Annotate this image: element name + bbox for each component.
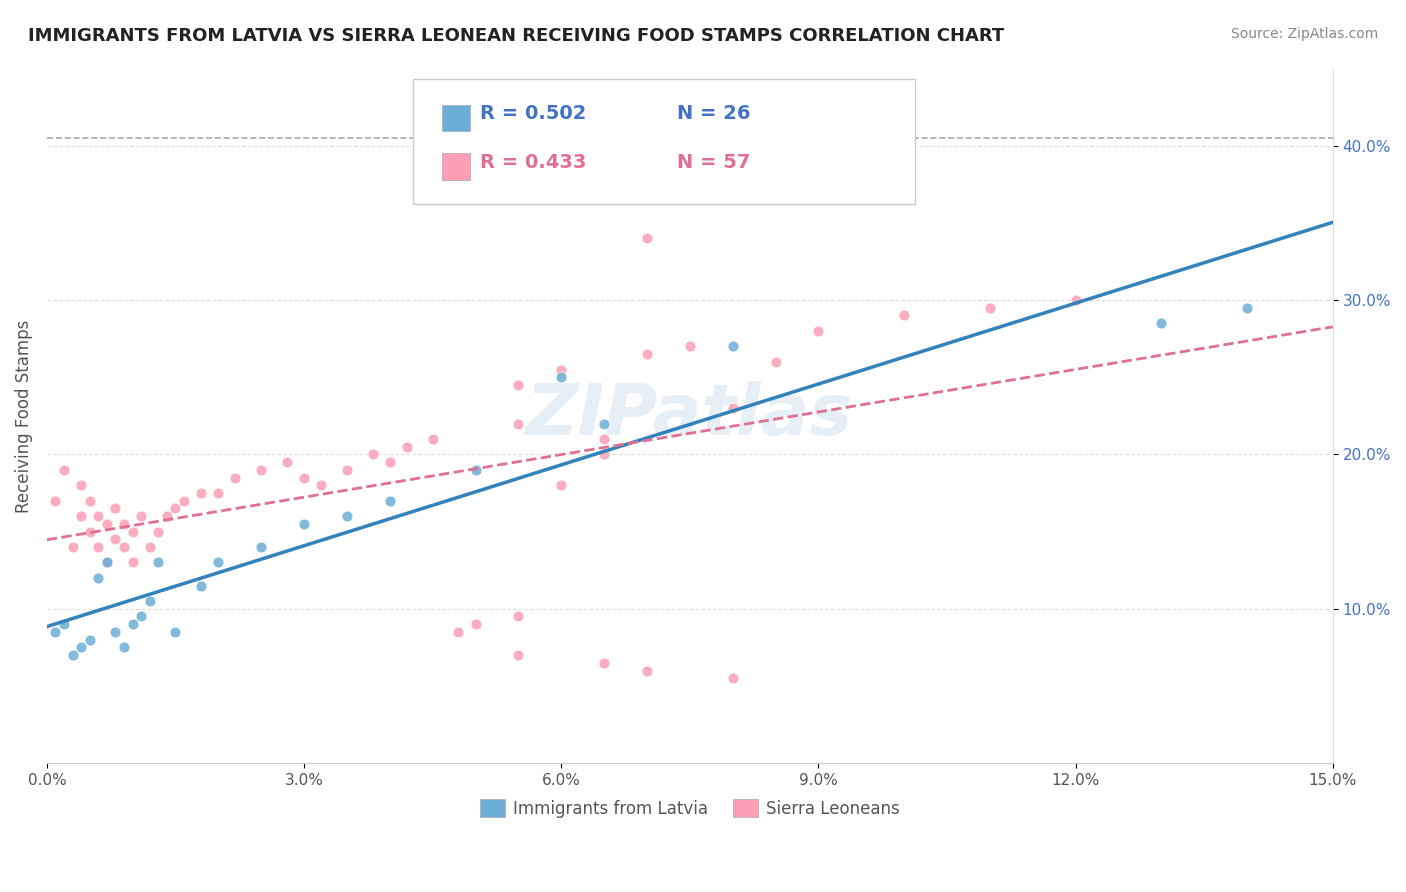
Point — [207, 486, 229, 500]
Point — [336, 463, 359, 477]
Point — [508, 417, 530, 431]
Point — [112, 640, 135, 655]
Point — [309, 478, 332, 492]
Point — [129, 609, 152, 624]
Point — [70, 509, 93, 524]
Point — [250, 463, 273, 477]
Point — [593, 432, 616, 446]
Point — [87, 571, 110, 585]
Point — [62, 648, 84, 662]
Point — [173, 493, 195, 508]
Point — [87, 509, 110, 524]
Point — [165, 624, 187, 639]
Point — [207, 556, 229, 570]
Point — [70, 640, 93, 655]
Point — [148, 556, 170, 570]
Point — [336, 509, 359, 524]
Text: R = 0.433: R = 0.433 — [481, 153, 586, 172]
Point — [422, 432, 444, 446]
Point — [508, 609, 530, 624]
Point — [679, 339, 702, 353]
Point — [104, 501, 127, 516]
Point — [121, 524, 143, 539]
Point — [190, 486, 212, 500]
Point — [721, 339, 744, 353]
Point — [550, 478, 572, 492]
Point — [96, 516, 118, 531]
Point — [53, 463, 76, 477]
Point — [636, 347, 658, 361]
Point — [636, 664, 658, 678]
Point — [79, 632, 101, 647]
Point — [87, 540, 110, 554]
Point — [292, 516, 315, 531]
Bar — [441, 153, 470, 179]
Point — [1064, 293, 1087, 307]
Point — [139, 594, 162, 608]
Text: ZIPatlas: ZIPatlas — [526, 381, 853, 450]
Point — [276, 455, 298, 469]
Text: R = 0.502: R = 0.502 — [481, 104, 586, 123]
Text: N = 26: N = 26 — [676, 104, 751, 123]
Point — [550, 362, 572, 376]
Point — [44, 624, 66, 639]
Point — [464, 463, 486, 477]
Point — [104, 624, 127, 639]
Point — [139, 540, 162, 554]
Point — [79, 524, 101, 539]
Text: IMMIGRANTS FROM LATVIA VS SIERRA LEONEAN RECEIVING FOOD STAMPS CORRELATION CHART: IMMIGRANTS FROM LATVIA VS SIERRA LEONEAN… — [28, 27, 1004, 45]
Y-axis label: Receiving Food Stamps: Receiving Food Stamps — [15, 319, 32, 513]
Point — [593, 447, 616, 461]
Point — [148, 524, 170, 539]
Point — [636, 231, 658, 245]
Point — [508, 648, 530, 662]
Point — [550, 370, 572, 384]
Point — [1236, 301, 1258, 315]
Point — [224, 470, 246, 484]
Text: N = 57: N = 57 — [676, 153, 751, 172]
Point — [593, 417, 616, 431]
Point — [1150, 316, 1173, 330]
Point — [70, 478, 93, 492]
Legend: Immigrants from Latvia, Sierra Leoneans: Immigrants from Latvia, Sierra Leoneans — [472, 793, 907, 824]
Point — [121, 556, 143, 570]
Point — [464, 617, 486, 632]
Point — [96, 556, 118, 570]
Point — [44, 493, 66, 508]
Point — [112, 516, 135, 531]
Point — [508, 378, 530, 392]
Point — [893, 309, 915, 323]
Point — [112, 540, 135, 554]
Point — [62, 540, 84, 554]
Point — [593, 656, 616, 670]
Point — [378, 455, 401, 469]
Point — [361, 447, 384, 461]
Point — [292, 470, 315, 484]
Point — [378, 493, 401, 508]
Point — [395, 440, 418, 454]
Point — [156, 509, 179, 524]
Point — [721, 671, 744, 685]
Point — [447, 624, 470, 639]
Point — [53, 617, 76, 632]
Point — [250, 540, 273, 554]
Point — [721, 401, 744, 416]
Bar — [441, 104, 470, 131]
Point — [79, 493, 101, 508]
Point — [104, 533, 127, 547]
Point — [979, 301, 1001, 315]
Point — [129, 509, 152, 524]
Point — [96, 556, 118, 570]
Point — [121, 617, 143, 632]
Point — [765, 355, 787, 369]
Point — [807, 324, 830, 338]
Point — [165, 501, 187, 516]
Point — [190, 579, 212, 593]
FancyBboxPatch shape — [413, 78, 915, 204]
Text: Source: ZipAtlas.com: Source: ZipAtlas.com — [1230, 27, 1378, 41]
